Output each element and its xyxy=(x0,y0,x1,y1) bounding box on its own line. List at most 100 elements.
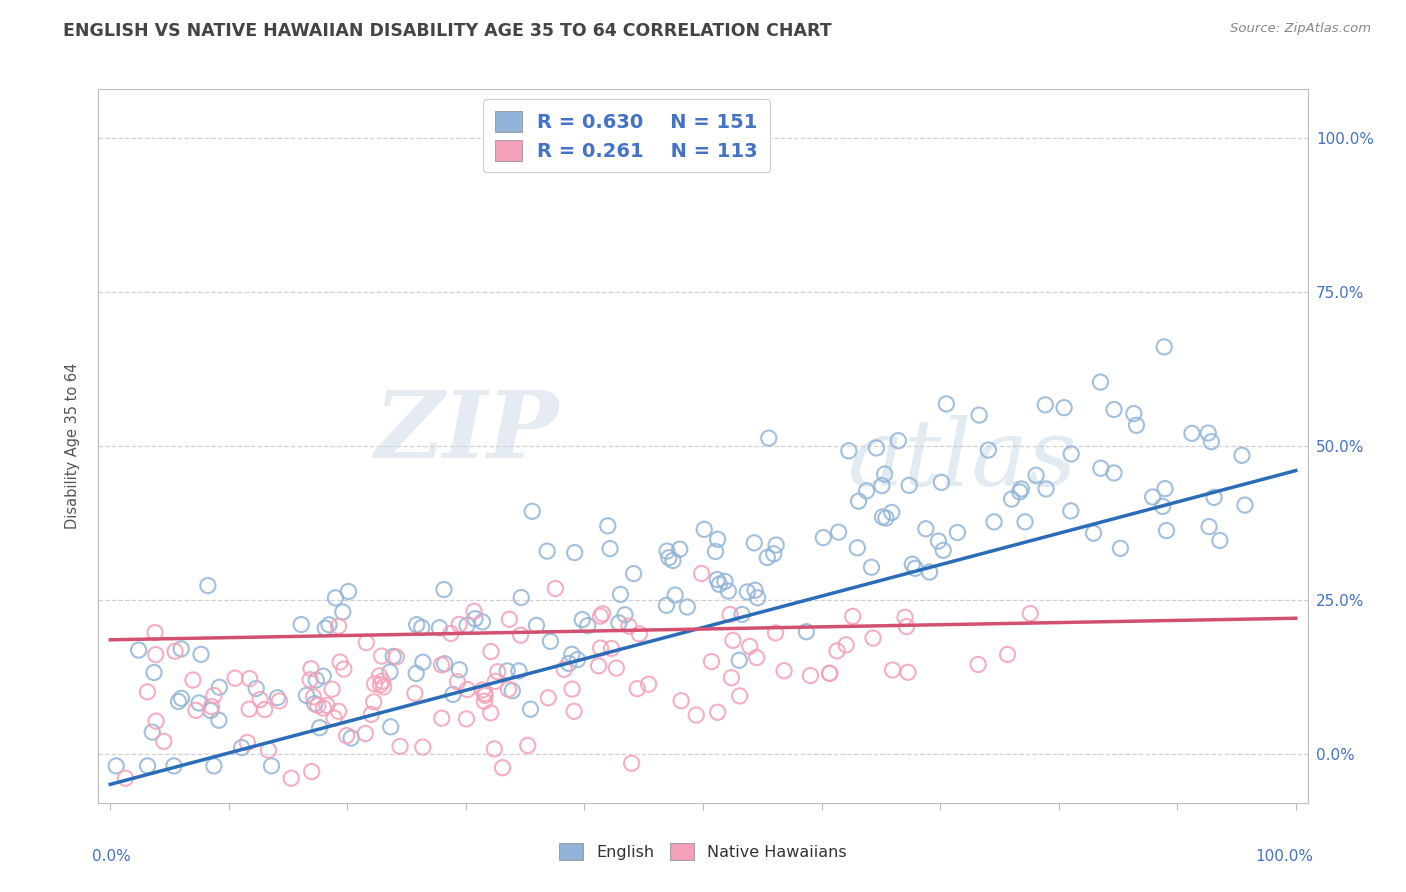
Point xyxy=(302,690,325,704)
Point xyxy=(617,619,640,633)
Text: 0.0%: 0.0% xyxy=(93,849,131,864)
Point xyxy=(253,702,276,716)
Point xyxy=(184,703,207,717)
Point xyxy=(360,707,382,722)
Point xyxy=(380,720,402,734)
Point xyxy=(1197,425,1219,440)
Point xyxy=(1090,461,1112,475)
Point xyxy=(896,619,918,633)
Point xyxy=(756,550,779,565)
Point xyxy=(1053,401,1076,415)
Point xyxy=(637,677,659,691)
Point xyxy=(370,649,392,664)
Point xyxy=(1233,498,1256,512)
Point xyxy=(706,533,728,547)
Point xyxy=(668,542,690,557)
Point xyxy=(1156,524,1178,538)
Point xyxy=(870,478,893,492)
Point xyxy=(305,673,328,687)
Point xyxy=(1125,418,1147,433)
Point xyxy=(231,740,253,755)
Point xyxy=(474,689,496,703)
Point xyxy=(224,671,246,685)
Point xyxy=(321,682,343,697)
Point xyxy=(762,547,785,561)
Point xyxy=(571,613,593,627)
Point xyxy=(280,771,302,785)
Point xyxy=(997,648,1019,662)
Point xyxy=(1201,434,1223,449)
Point xyxy=(592,607,614,621)
Point xyxy=(967,657,990,672)
Point xyxy=(389,739,412,754)
Text: Source: ZipAtlas.com: Source: ZipAtlas.com xyxy=(1230,22,1371,36)
Point xyxy=(170,641,193,656)
Point xyxy=(411,621,433,635)
Point xyxy=(897,665,920,680)
Point xyxy=(537,690,560,705)
Point xyxy=(1209,533,1232,548)
Point xyxy=(1102,402,1125,417)
Point xyxy=(105,759,128,773)
Point xyxy=(412,655,434,669)
Point xyxy=(290,617,312,632)
Point xyxy=(865,441,887,455)
Point xyxy=(519,702,541,716)
Point xyxy=(567,652,589,666)
Point xyxy=(526,618,548,632)
Point xyxy=(796,624,818,639)
Point xyxy=(433,657,456,671)
Point xyxy=(373,680,395,694)
Point xyxy=(299,662,322,676)
Point xyxy=(596,519,619,533)
Point xyxy=(412,740,434,755)
Y-axis label: Disability Age 35 to 64: Disability Age 35 to 64 xyxy=(65,363,80,529)
Point xyxy=(405,617,427,632)
Point xyxy=(314,621,336,635)
Point xyxy=(901,558,924,572)
Point xyxy=(312,701,335,715)
Point xyxy=(1010,482,1032,496)
Point xyxy=(882,663,904,677)
Point xyxy=(318,617,340,632)
Point xyxy=(709,577,731,591)
Point xyxy=(825,644,848,658)
Point xyxy=(429,621,451,635)
Point xyxy=(430,711,453,725)
Point xyxy=(898,478,921,492)
Point xyxy=(1153,340,1175,354)
Point xyxy=(544,582,567,596)
Point xyxy=(136,685,159,699)
Point xyxy=(441,688,464,702)
Point xyxy=(1154,482,1177,496)
Point xyxy=(301,764,323,779)
Point xyxy=(516,739,538,753)
Point xyxy=(249,692,271,706)
Point xyxy=(446,674,468,689)
Point xyxy=(114,771,136,785)
Point xyxy=(328,619,350,633)
Point xyxy=(700,655,723,669)
Point xyxy=(484,742,506,756)
Point xyxy=(363,695,385,709)
Point xyxy=(257,743,280,757)
Point xyxy=(841,609,863,624)
Point xyxy=(145,648,167,662)
Point xyxy=(1102,466,1125,480)
Point xyxy=(163,759,186,773)
Point xyxy=(620,756,643,771)
Point xyxy=(704,544,727,558)
Point xyxy=(728,689,751,703)
Point xyxy=(471,615,494,629)
Point xyxy=(382,649,405,664)
Point xyxy=(799,668,821,682)
Point xyxy=(449,663,471,677)
Point xyxy=(818,666,841,681)
Point xyxy=(765,625,787,640)
Point xyxy=(325,591,347,605)
Point xyxy=(662,553,685,567)
Point xyxy=(564,545,586,559)
Point xyxy=(918,565,941,579)
Point xyxy=(1060,447,1083,461)
Point xyxy=(669,694,692,708)
